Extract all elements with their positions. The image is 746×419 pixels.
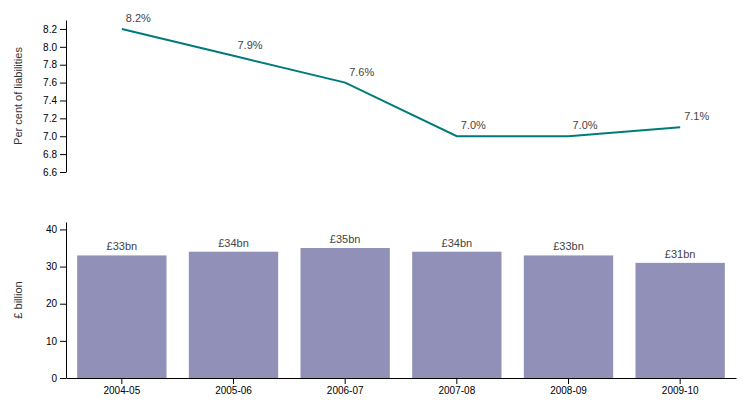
data-label: £33bn: [553, 240, 584, 252]
y-tick-label: 10: [46, 336, 58, 347]
plot-area: [77, 248, 725, 378]
x-tick-mark: [456, 378, 457, 384]
y-tick: 8.0: [43, 42, 66, 53]
data-label: £34bn: [442, 237, 473, 249]
line: [122, 29, 680, 136]
y-tick: 10: [46, 336, 66, 347]
x-tick-label: 2007-08: [438, 385, 475, 396]
x-tick-mark: [233, 378, 234, 384]
x-tick: 2008-09: [550, 378, 587, 396]
x-tick-label: 2008-09: [550, 385, 587, 396]
y-tick-mark: [60, 267, 66, 268]
x-tick-mark: [568, 378, 569, 384]
x-tick-mark: [680, 378, 681, 384]
data-label: 8.2%: [126, 12, 151, 24]
plot-area: [122, 29, 680, 136]
y-tick-label: 8.2: [43, 24, 57, 35]
y-tick-label: 40: [46, 224, 58, 235]
y-tick-label: 6.8: [43, 149, 57, 160]
bar: [636, 263, 725, 378]
x-tick: 2009-10: [662, 378, 699, 396]
y-tick-label: 7.4: [43, 95, 57, 106]
data-label: 7.0%: [573, 119, 598, 131]
x-tick-label: 2006-07: [327, 385, 364, 396]
data-labels: £33bn £34bn £35bn £34bn £33bn £31bn: [107, 233, 696, 260]
y-tick-label: 8.0: [43, 42, 57, 53]
data-label: £33bn: [107, 240, 138, 252]
y-axis-line: [66, 223, 67, 379]
data-label: 7.9%: [238, 39, 263, 51]
y-axis-title: £ billion: [12, 281, 24, 318]
x-tick: 2006-07: [327, 378, 364, 396]
data-label: 7.0%: [461, 119, 486, 131]
y-tick-label: 6.6: [43, 167, 57, 178]
y-tick-mark: [60, 136, 66, 137]
y-tick-mark: [60, 65, 66, 66]
x-tick-mark: [121, 378, 122, 384]
chart-svg: 6.6 6.8 7.0 7.2 7.4 7.6 7.8 8.0 8.2 Per cent of l…: [0, 0, 746, 419]
bar: [412, 252, 501, 378]
x-tick-label: 2009-10: [662, 385, 699, 396]
x-tick-label: 2005-06: [215, 385, 252, 396]
y-tick-mark: [60, 341, 66, 342]
y-tick-label: 30: [46, 261, 58, 272]
y-tick-mark: [60, 100, 66, 101]
x-axis-line: [67, 378, 737, 379]
bar: [77, 255, 166, 378]
y-tick-mark: [60, 47, 66, 48]
y-tick-mark: [60, 172, 66, 173]
y-tick-mark: [60, 154, 66, 155]
y-tick-label: 0: [51, 373, 57, 384]
bar: [301, 248, 390, 378]
y-tick: 30: [46, 261, 66, 272]
data-label: 7.6%: [349, 66, 374, 78]
x-tick-mark: [345, 378, 346, 384]
data-label: £34bn: [218, 237, 249, 249]
y-tick: 20: [46, 298, 66, 309]
x-tick: 2007-08: [438, 378, 475, 396]
y-tick: 40: [46, 224, 66, 235]
bar: [524, 255, 613, 378]
y-tick: 6.6: [43, 167, 66, 178]
y-tick: 7.0: [43, 131, 66, 142]
y-tick-label: 7.6: [43, 77, 57, 88]
y-tick-label: 7.8: [43, 59, 57, 70]
y-tick: 7.8: [43, 59, 66, 70]
y-tick-label: 20: [46, 298, 58, 309]
x-tick: 2004-05: [103, 378, 140, 396]
y-axis-title: Per cent of liabilities: [12, 47, 24, 145]
y-tick-mark: [60, 229, 66, 230]
x-tick: 2005-06: [215, 378, 252, 396]
y-tick: 6.8: [43, 149, 66, 160]
y-tick: 7.2: [43, 113, 66, 124]
y-tick: 0: [51, 373, 66, 384]
data-label: 7.1%: [684, 110, 709, 122]
y-tick: 7.4: [43, 95, 66, 106]
y-tick-mark: [60, 378, 66, 379]
x-tick-label: 2004-05: [103, 385, 140, 396]
data-label: £31bn: [665, 248, 696, 260]
y-axis-line: [66, 21, 67, 173]
y-tick-mark: [60, 29, 66, 30]
x-axis: 2004-05 2005-06 2006-07 2007-08 2008-09 2009-…: [67, 378, 737, 396]
y-tick-label: 7.2: [43, 113, 57, 124]
data-labels: 8.2% 7.9% 7.6% 7.0% 7.0% 7.1%: [126, 12, 710, 131]
y-tick: 8.2: [43, 24, 66, 35]
chart-line: 6.6 6.8 7.0 7.2 7.4 7.6 7.8 8.0 8.2 Per cent of l…: [12, 12, 709, 178]
y-axis: 0 10 20 30 40: [46, 223, 67, 384]
y-tick: 7.6: [43, 77, 66, 88]
y-tick-mark: [60, 304, 66, 305]
bar: [189, 252, 278, 378]
y-tick-mark: [60, 118, 66, 119]
data-label: £35bn: [330, 233, 361, 245]
y-tick-label: 7.0: [43, 131, 57, 142]
y-tick-mark: [60, 83, 66, 84]
y-axis: 6.6 6.8 7.0 7.2 7.4 7.6 7.8 8.0 8.2: [43, 21, 66, 178]
chart-bar: 0102030402004-052005-062006-072007-08200…: [12, 223, 737, 397]
